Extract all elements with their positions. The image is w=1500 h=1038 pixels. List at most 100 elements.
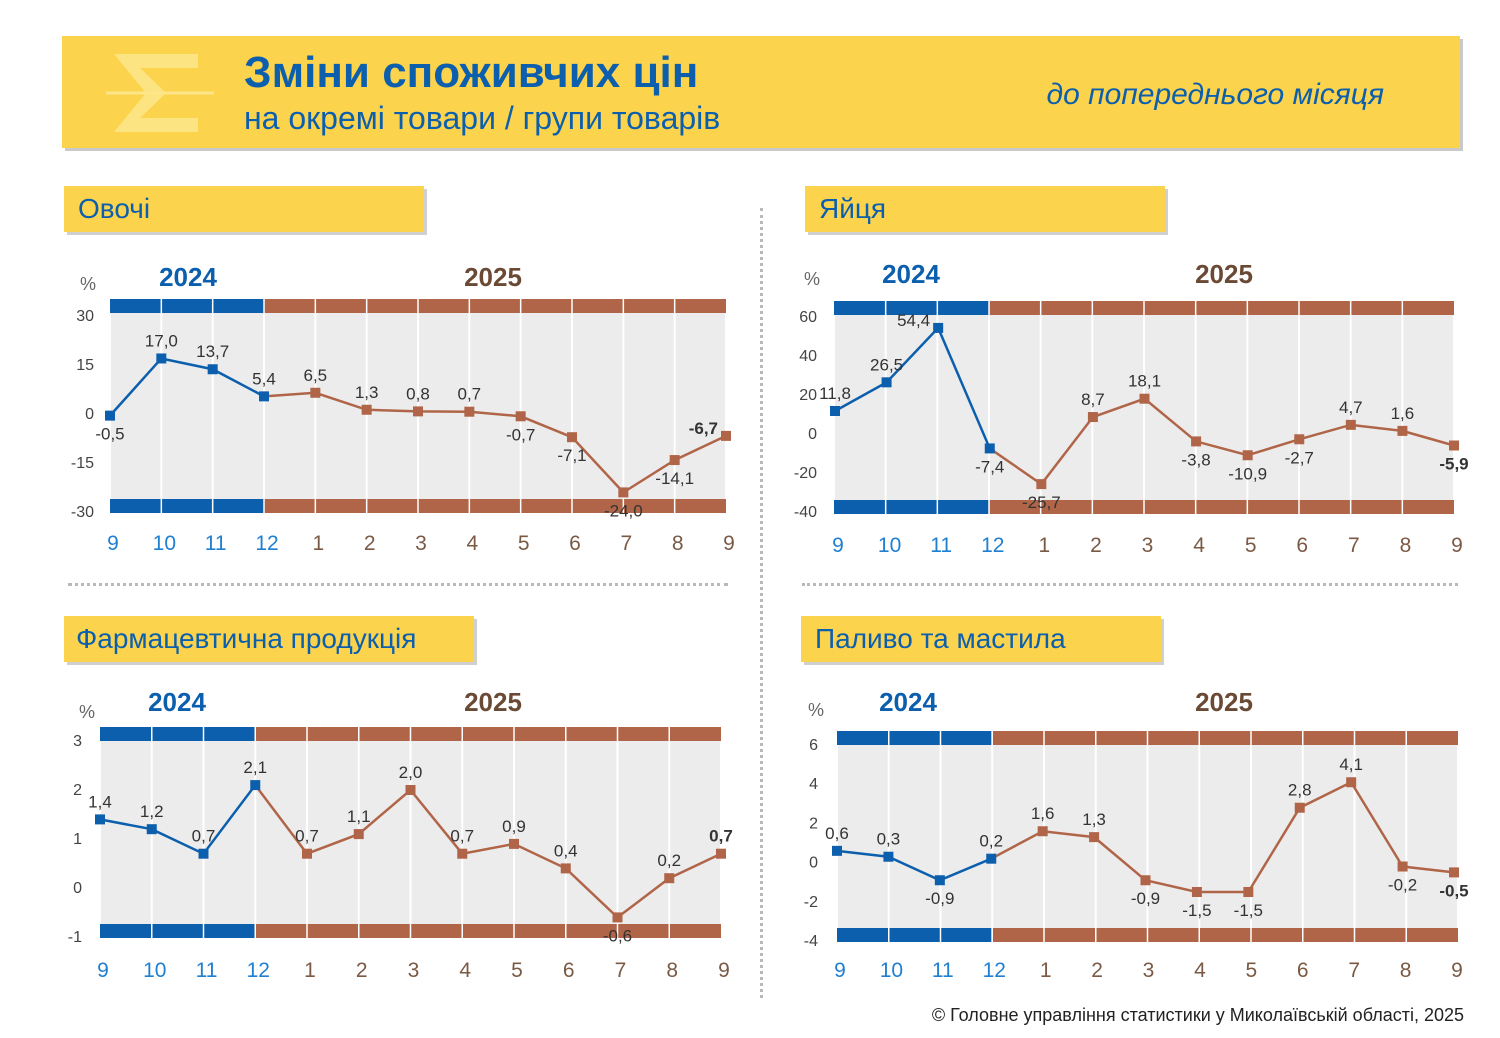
y-tick-label: 15 <box>76 357 94 374</box>
x-tick-label: 6 <box>1296 534 1308 557</box>
x-tick-label: 11 <box>196 959 218 982</box>
data-label: 1,4 <box>88 792 112 811</box>
data-label: -14,1 <box>655 469 694 488</box>
x-tick-label: 10 <box>153 532 176 555</box>
x-tick-label: 12 <box>255 532 278 555</box>
x-tick-label: 9 <box>723 532 735 555</box>
x-tick-label: 11 <box>932 959 954 982</box>
data-label: -0,6 <box>603 926 632 945</box>
data-point <box>146 824 157 835</box>
data-point <box>302 848 312 859</box>
x-tick-label: 5 <box>1245 534 1257 557</box>
year-band-top-2025 <box>264 299 726 313</box>
year-band-bottom-2025 <box>264 499 726 513</box>
data-label: -7,4 <box>975 457 1004 476</box>
x-tick-label: 2 <box>356 959 368 982</box>
year-band-bottom-2024 <box>100 924 256 938</box>
y-tick-label: 2 <box>809 815 818 832</box>
year-label-2024: 2024 <box>879 687 937 717</box>
data-point <box>405 785 416 795</box>
series-line-2024 <box>836 849 992 882</box>
year-band-bottom-2024 <box>834 500 990 514</box>
y-tick-label: 30 <box>76 308 94 325</box>
year-label-2025: 2025 <box>1195 259 1253 289</box>
data-label: -0,5 <box>1439 881 1468 900</box>
data-point <box>1191 887 1202 897</box>
data-point <box>1089 832 1100 843</box>
x-tick-label: 11 <box>930 534 952 557</box>
data-point <box>1294 434 1305 445</box>
series-line-2025 <box>263 391 727 495</box>
data-point <box>1243 887 1254 897</box>
data-point <box>934 875 945 886</box>
x-tick-label: 9 <box>107 532 119 555</box>
data-label: 4,1 <box>1339 755 1363 774</box>
data-point <box>1242 450 1253 461</box>
x-tick-label: 1 <box>312 532 324 555</box>
year-label-2024: 2024 <box>159 262 217 292</box>
period-note: до попереднього місяця <box>1046 78 1385 111</box>
y-tick-label: -20 <box>794 465 817 482</box>
data-label: 4,7 <box>1339 398 1363 417</box>
data-label: -3,8 <box>1181 450 1210 469</box>
series-line-2025 <box>990 780 1455 894</box>
data-label: -0,9 <box>925 889 954 908</box>
data-point <box>413 406 423 417</box>
page-title: Зміни споживчих цін <box>244 48 699 97</box>
data-point <box>669 455 680 466</box>
year-band-top-2024 <box>100 727 256 741</box>
data-point <box>310 387 321 398</box>
data-label: 1,3 <box>355 383 379 402</box>
x-tick-label: 9 <box>834 959 846 982</box>
data-label: -25,7 <box>1022 493 1061 512</box>
y-tick-label: 20 <box>799 387 817 404</box>
data-label: -7,1 <box>557 446 586 465</box>
x-tick-label: 6 <box>569 532 581 555</box>
y-tick-label: 3 <box>73 733 82 750</box>
x-tick-label: 10 <box>880 959 903 982</box>
data-label: 2,8 <box>1288 781 1312 800</box>
y-tick-label: 0 <box>809 855 818 872</box>
data-point <box>1294 802 1305 813</box>
data-label: -2,7 <box>1285 448 1314 467</box>
year-band-bottom-2025 <box>255 924 721 938</box>
x-tick-label: 8 <box>1400 534 1412 557</box>
data-point <box>1191 436 1202 447</box>
data-label: -1,5 <box>1182 901 1211 920</box>
data-point <box>1397 425 1408 436</box>
data-point <box>353 829 364 840</box>
y-tick-label: 40 <box>799 348 817 365</box>
copyright-footer: © Головне управління статистики у Микола… <box>931 1005 1464 1025</box>
data-label: 26,5 <box>870 355 903 374</box>
y-unit-label: % <box>79 702 95 722</box>
data-label: 0,7 <box>450 827 474 846</box>
data-point <box>1140 875 1151 886</box>
x-tick-label: 7 <box>1348 959 1360 982</box>
data-label: 1,2 <box>140 802 164 821</box>
year-band-top-2025 <box>991 731 1458 745</box>
x-tick-label: 5 <box>518 532 530 555</box>
data-label: 18,1 <box>1128 372 1161 391</box>
x-tick-label: 8 <box>672 532 684 555</box>
y-tick-label: -2 <box>804 894 818 911</box>
x-tick-label: 12 <box>983 959 1006 982</box>
data-point <box>618 487 629 498</box>
year-band-bottom-2025 <box>991 928 1458 942</box>
y-tick-label: 0 <box>85 406 94 423</box>
data-label: 0,7 <box>192 827 216 846</box>
data-point <box>207 364 218 375</box>
data-point <box>464 406 475 417</box>
x-tick-label: 1 <box>1038 534 1050 557</box>
x-tick-label: 2 <box>364 532 376 555</box>
data-label: 2,1 <box>243 758 267 777</box>
data-label: 17,0 <box>145 331 178 350</box>
x-tick-label: 6 <box>563 959 575 982</box>
data-label: -0,5 <box>95 425 124 444</box>
year-label-2024: 2024 <box>882 259 940 289</box>
data-label: -0,9 <box>1131 889 1160 908</box>
panel-title-fuel: Паливо та мастила <box>801 616 1161 662</box>
horizontal-separator-left <box>68 583 728 586</box>
data-label: -1,5 <box>1234 901 1263 920</box>
